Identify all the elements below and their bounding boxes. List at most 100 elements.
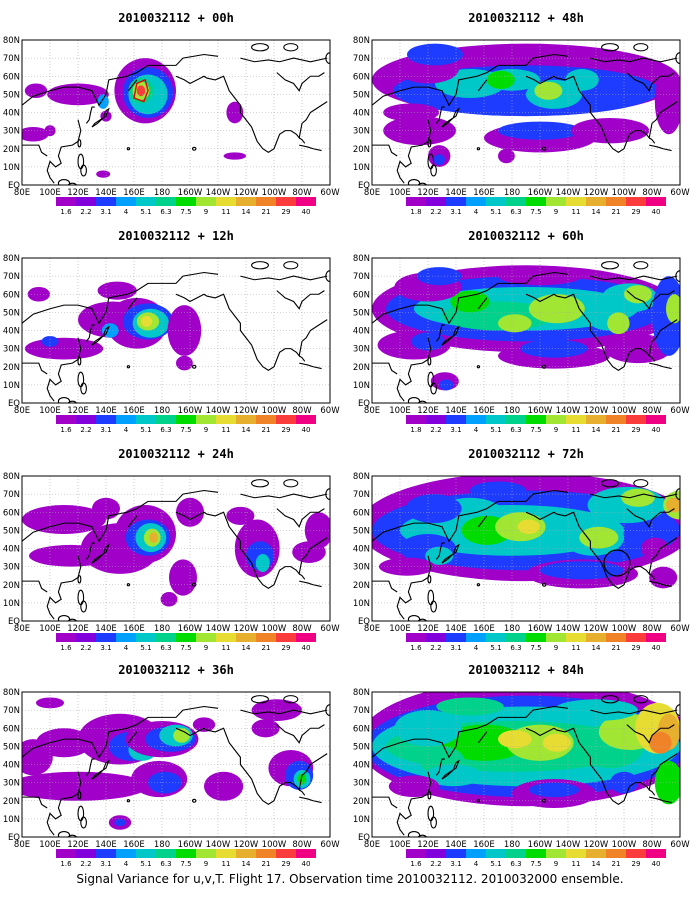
colorbar-label: 14	[242, 644, 251, 652]
colorbar-label: 1.8	[410, 426, 421, 434]
island	[80, 382, 87, 395]
y-tick-label: EQ	[358, 617, 370, 627]
colorbar-label: 4	[474, 426, 479, 434]
variance-contour	[255, 553, 270, 573]
colorbar-swatch	[116, 415, 136, 424]
colorbar-label: 3.1	[100, 860, 111, 868]
panel-title: 2010032112 + 12h	[118, 229, 234, 243]
variance-contour	[92, 497, 120, 520]
y-tick-label: 50N	[3, 742, 20, 752]
panel-title: 2010032112 + 72h	[468, 447, 584, 461]
colorbar-swatch	[176, 849, 196, 858]
y-tick-label: 40N	[3, 761, 20, 771]
variance-contour	[383, 116, 456, 146]
coastline	[648, 789, 656, 796]
island	[67, 834, 78, 837]
y-tick-label: 60N	[3, 724, 20, 734]
colorbar-swatch	[216, 415, 236, 424]
coastline	[372, 271, 569, 325]
colorbar-swatch	[426, 849, 446, 858]
colorbar-label: 2.2	[430, 426, 441, 434]
coastline	[240, 709, 328, 715]
island	[541, 582, 547, 587]
island	[476, 583, 481, 587]
y-tick-label: 70N	[3, 706, 20, 716]
x-tick-label: 100W	[262, 840, 287, 850]
colorbar-swatch	[506, 633, 526, 642]
map-panel-36h: 2010032112 + 36h 80E 100E 120E 140E 160E 180 16…	[3, 663, 340, 868]
coastline	[175, 727, 328, 806]
colorbar-swatch	[586, 633, 606, 642]
colorbar-label: 14	[592, 860, 601, 868]
colorbar-label: 5.1	[490, 860, 501, 868]
y-tick-label: 30N	[353, 563, 370, 573]
figure-caption: Signal Variance for u,v,T. Flight 17. Ob…	[76, 872, 624, 886]
island	[283, 261, 299, 270]
colorbar-swatch	[256, 197, 276, 206]
island	[126, 365, 131, 369]
colorbar-label: 7.5	[180, 644, 191, 652]
variance-contour	[223, 152, 246, 160]
x-tick-label: 160W	[528, 624, 553, 634]
coastline	[276, 290, 325, 310]
variance-contour	[439, 379, 454, 391]
x-tick-label: 100E	[39, 406, 61, 416]
x-tick-label: 120W	[234, 406, 259, 416]
x-tick-label: 160E	[123, 840, 145, 850]
variance-contour	[41, 335, 59, 347]
variance-contour	[251, 699, 302, 721]
colorbar-swatch	[276, 849, 296, 858]
colorbar-label: 2.2	[430, 644, 441, 652]
colorbar-swatch	[546, 415, 566, 424]
coastline	[435, 106, 445, 124]
x-tick-label: 160E	[473, 624, 495, 634]
island	[407, 831, 421, 837]
colorbar-swatch	[276, 633, 296, 642]
island	[633, 43, 649, 52]
colorbar-label: 4	[124, 426, 129, 434]
y-tick-label: 20N	[353, 145, 370, 155]
x-tick-label: 180	[504, 188, 520, 198]
colorbar-label: 2.2	[430, 208, 441, 216]
colorbar-label: 40	[302, 644, 311, 652]
x-tick-label: 60W	[320, 406, 340, 416]
island	[77, 575, 82, 584]
colorbar-label: 1.6	[410, 644, 422, 652]
colorbar-swatch	[156, 197, 176, 206]
variance-contour	[486, 70, 515, 89]
x-tick-label: 100E	[39, 840, 61, 850]
colorbar-swatch	[96, 197, 116, 206]
colorbar-label: 3.1	[450, 644, 461, 652]
island	[126, 147, 131, 151]
coastline	[626, 724, 675, 744]
island	[57, 179, 71, 185]
x-tick-label: 120E	[417, 188, 439, 198]
colorbar-label: 29	[282, 860, 291, 868]
coastline	[299, 362, 322, 370]
y-tick-label: 50N	[353, 90, 370, 100]
map-panel-00h: 2010032112 + 00h 80E 100E 120E 140E 160E 180 16…	[3, 11, 340, 216]
coastline	[127, 79, 138, 92]
panel-title: 2010032112 + 24h	[118, 447, 234, 461]
coastline	[525, 727, 678, 806]
variance-contour	[160, 592, 178, 607]
gridlines	[372, 258, 680, 403]
colorbar-label: 21	[262, 208, 271, 216]
panel-title: 2010032112 + 60h	[468, 229, 584, 243]
y-tick-label: 80N	[353, 254, 370, 264]
y-tick-label: 70N	[3, 490, 20, 500]
colorbar-label: 4	[124, 860, 129, 868]
colorbar-swatch	[156, 633, 176, 642]
coastline	[127, 297, 138, 310]
coastline	[299, 796, 322, 804]
coastline	[648, 355, 656, 362]
colorbar-label: 1.6	[60, 208, 72, 216]
panel-title: 2010032112 + 84h	[468, 663, 584, 677]
colorbar-swatch	[486, 197, 506, 206]
coastline	[175, 511, 328, 590]
colorbar-swatch	[486, 633, 506, 642]
x-tick-label: 60W	[670, 624, 690, 634]
coastlines	[22, 479, 330, 621]
island	[57, 831, 71, 837]
